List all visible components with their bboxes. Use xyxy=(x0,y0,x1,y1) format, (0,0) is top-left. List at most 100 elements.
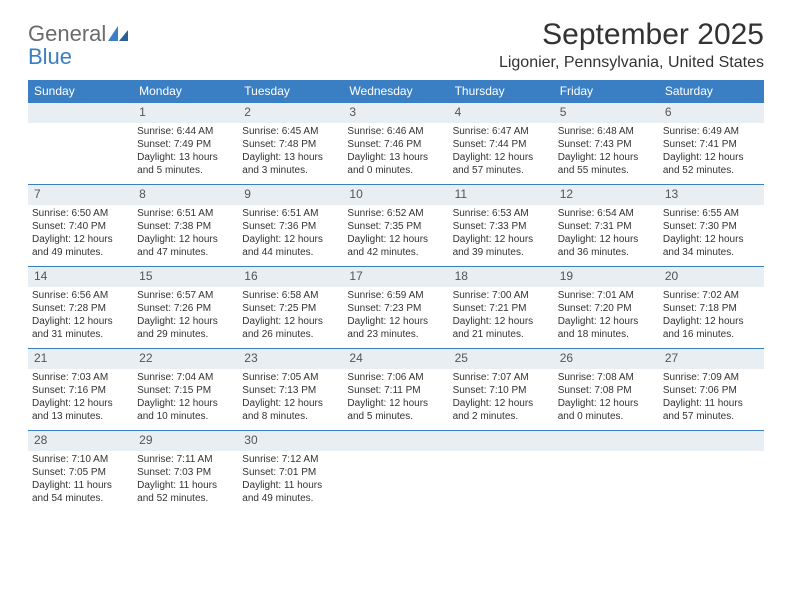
day-cell xyxy=(343,451,448,513)
day-number: 13 xyxy=(659,185,764,205)
day-number: 2 xyxy=(238,103,343,123)
day-number: 12 xyxy=(554,185,659,205)
day-number-row: 78910111213 xyxy=(28,185,764,205)
sunrise-text: Sunrise: 6:57 AM xyxy=(137,289,234,302)
day-cell: Sunrise: 6:55 AMSunset: 7:30 PMDaylight:… xyxy=(659,205,764,267)
day-cell: Sunrise: 6:54 AMSunset: 7:31 PMDaylight:… xyxy=(554,205,659,267)
daylight-text: Daylight: 12 hours and 16 minutes. xyxy=(663,315,760,341)
calendar-table: Sunday Monday Tuesday Wednesday Thursday… xyxy=(28,80,764,513)
sunset-text: Sunset: 7:35 PM xyxy=(347,220,444,233)
sunset-text: Sunset: 7:30 PM xyxy=(663,220,760,233)
sail-icon xyxy=(108,24,130,47)
day-cell: Sunrise: 7:02 AMSunset: 7:18 PMDaylight:… xyxy=(659,287,764,349)
daylight-text: Daylight: 12 hours and 36 minutes. xyxy=(558,233,655,259)
day-number: 22 xyxy=(133,349,238,369)
sunrise-text: Sunrise: 7:07 AM xyxy=(453,371,550,384)
day-cell: Sunrise: 6:49 AMSunset: 7:41 PMDaylight:… xyxy=(659,123,764,185)
day-number-row: 14151617181920 xyxy=(28,267,764,287)
daylight-text: Daylight: 12 hours and 8 minutes. xyxy=(242,397,339,423)
sunrise-text: Sunrise: 6:58 AM xyxy=(242,289,339,302)
sunset-text: Sunset: 7:33 PM xyxy=(453,220,550,233)
day-number: 30 xyxy=(238,431,343,451)
daylight-text: Daylight: 12 hours and 13 minutes. xyxy=(32,397,129,423)
sunset-text: Sunset: 7:03 PM xyxy=(137,466,234,479)
daylight-text: Daylight: 12 hours and 31 minutes. xyxy=(32,315,129,341)
day-number: 19 xyxy=(554,267,659,287)
sunset-text: Sunset: 7:06 PM xyxy=(663,384,760,397)
sunrise-text: Sunrise: 6:56 AM xyxy=(32,289,129,302)
day-number: 6 xyxy=(659,103,764,123)
daylight-text: Daylight: 11 hours and 49 minutes. xyxy=(242,479,339,505)
sunrise-text: Sunrise: 7:03 AM xyxy=(32,371,129,384)
sunrise-text: Sunrise: 7:04 AM xyxy=(137,371,234,384)
daylight-text: Daylight: 12 hours and 2 minutes. xyxy=(453,397,550,423)
sunset-text: Sunset: 7:25 PM xyxy=(242,302,339,315)
sunrise-text: Sunrise: 6:48 AM xyxy=(558,125,655,138)
sunset-text: Sunset: 7:38 PM xyxy=(137,220,234,233)
sunset-text: Sunset: 7:16 PM xyxy=(32,384,129,397)
day-number: 26 xyxy=(554,349,659,369)
sunset-text: Sunset: 7:41 PM xyxy=(663,138,760,151)
day-number: 1 xyxy=(133,103,238,123)
sunset-text: Sunset: 7:05 PM xyxy=(32,466,129,479)
sunset-text: Sunset: 7:28 PM xyxy=(32,302,129,315)
daylight-text: Daylight: 12 hours and 57 minutes. xyxy=(453,151,550,177)
day-cell: Sunrise: 6:57 AMSunset: 7:26 PMDaylight:… xyxy=(133,287,238,349)
day-cell: Sunrise: 7:07 AMSunset: 7:10 PMDaylight:… xyxy=(449,369,554,431)
day-number xyxy=(659,431,764,451)
logo: General Blue xyxy=(28,18,130,68)
day-cell: Sunrise: 7:01 AMSunset: 7:20 PMDaylight:… xyxy=(554,287,659,349)
weekday-header: Sunday xyxy=(28,80,133,103)
day-cell: Sunrise: 7:05 AMSunset: 7:13 PMDaylight:… xyxy=(238,369,343,431)
sunrise-text: Sunrise: 6:50 AM xyxy=(32,207,129,220)
daylight-text: Daylight: 12 hours and 49 minutes. xyxy=(32,233,129,259)
sunset-text: Sunset: 7:31 PM xyxy=(558,220,655,233)
day-cell: Sunrise: 6:51 AMSunset: 7:36 PMDaylight:… xyxy=(238,205,343,267)
day-cell xyxy=(659,451,764,513)
sunrise-text: Sunrise: 6:49 AM xyxy=(663,125,760,138)
day-number: 28 xyxy=(28,431,133,451)
daylight-text: Daylight: 12 hours and 44 minutes. xyxy=(242,233,339,259)
day-cell xyxy=(28,123,133,185)
day-cell: Sunrise: 6:59 AMSunset: 7:23 PMDaylight:… xyxy=(343,287,448,349)
day-number-row: 282930 xyxy=(28,431,764,451)
day-number: 21 xyxy=(28,349,133,369)
weekday-header: Monday xyxy=(133,80,238,103)
day-info-row: Sunrise: 6:44 AMSunset: 7:49 PMDaylight:… xyxy=(28,123,764,185)
day-cell: Sunrise: 6:46 AMSunset: 7:46 PMDaylight:… xyxy=(343,123,448,185)
day-number: 27 xyxy=(659,349,764,369)
day-number-row: 21222324252627 xyxy=(28,349,764,369)
day-number: 25 xyxy=(449,349,554,369)
day-cell: Sunrise: 6:48 AMSunset: 7:43 PMDaylight:… xyxy=(554,123,659,185)
sunset-text: Sunset: 7:43 PM xyxy=(558,138,655,151)
daylight-text: Daylight: 12 hours and 55 minutes. xyxy=(558,151,655,177)
day-number: 9 xyxy=(238,185,343,205)
sunset-text: Sunset: 7:20 PM xyxy=(558,302,655,315)
day-cell: Sunrise: 6:50 AMSunset: 7:40 PMDaylight:… xyxy=(28,205,133,267)
day-number: 17 xyxy=(343,267,448,287)
sunrise-text: Sunrise: 7:00 AM xyxy=(453,289,550,302)
day-number: 11 xyxy=(449,185,554,205)
sunrise-text: Sunrise: 7:09 AM xyxy=(663,371,760,384)
daylight-text: Daylight: 12 hours and 23 minutes. xyxy=(347,315,444,341)
day-cell: Sunrise: 6:53 AMSunset: 7:33 PMDaylight:… xyxy=(449,205,554,267)
daylight-text: Daylight: 11 hours and 52 minutes. xyxy=(137,479,234,505)
day-number: 15 xyxy=(133,267,238,287)
day-cell: Sunrise: 7:03 AMSunset: 7:16 PMDaylight:… xyxy=(28,369,133,431)
daylight-text: Daylight: 12 hours and 0 minutes. xyxy=(558,397,655,423)
day-number: 10 xyxy=(343,185,448,205)
day-info-row: Sunrise: 7:10 AMSunset: 7:05 PMDaylight:… xyxy=(28,451,764,513)
day-number: 29 xyxy=(133,431,238,451)
sunset-text: Sunset: 7:01 PM xyxy=(242,466,339,479)
day-number xyxy=(449,431,554,451)
day-cell: Sunrise: 6:56 AMSunset: 7:28 PMDaylight:… xyxy=(28,287,133,349)
weekday-header: Thursday xyxy=(449,80,554,103)
daylight-text: Daylight: 12 hours and 18 minutes. xyxy=(558,315,655,341)
day-cell: Sunrise: 7:00 AMSunset: 7:21 PMDaylight:… xyxy=(449,287,554,349)
daylight-text: Daylight: 12 hours and 47 minutes. xyxy=(137,233,234,259)
day-number-row: 123456 xyxy=(28,103,764,123)
daylight-text: Daylight: 12 hours and 29 minutes. xyxy=(137,315,234,341)
sunrise-text: Sunrise: 6:54 AM xyxy=(558,207,655,220)
sunrise-text: Sunrise: 6:52 AM xyxy=(347,207,444,220)
weekday-header-row: Sunday Monday Tuesday Wednesday Thursday… xyxy=(28,80,764,103)
